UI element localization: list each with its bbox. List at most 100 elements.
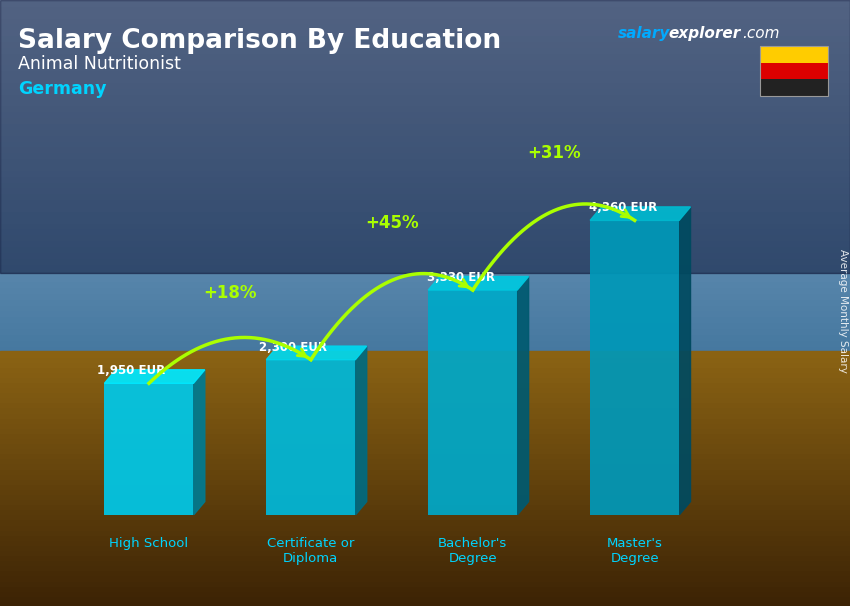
Bar — [0, 64, 850, 70]
Polygon shape — [518, 276, 529, 515]
Bar — [0, 182, 850, 187]
Bar — [0, 530, 850, 534]
Bar — [0, 205, 850, 211]
Bar — [0, 555, 850, 560]
Polygon shape — [355, 346, 366, 515]
Bar — [0, 228, 850, 235]
Text: 3,330 EUR: 3,330 EUR — [428, 271, 496, 284]
Text: 2,300 EUR: 2,300 EUR — [259, 341, 327, 353]
Bar — [0, 428, 850, 433]
Bar — [0, 6, 850, 12]
Bar — [0, 504, 850, 509]
Polygon shape — [590, 207, 690, 221]
Bar — [0, 596, 850, 601]
Bar — [0, 540, 850, 545]
Bar — [0, 264, 850, 270]
Bar — [0, 576, 850, 581]
Bar — [0, 193, 850, 199]
Bar — [0, 494, 850, 499]
Bar — [0, 24, 850, 29]
Bar — [0, 418, 850, 423]
Text: Bachelor's
Degree: Bachelor's Degree — [438, 537, 507, 565]
Bar — [0, 240, 850, 246]
Bar — [0, 310, 850, 316]
Bar — [0, 252, 850, 258]
Bar — [0, 328, 850, 334]
Bar — [0, 550, 850, 555]
Bar — [0, 47, 850, 53]
Bar — [0, 398, 850, 402]
Bar — [0, 392, 850, 398]
Bar — [0, 299, 850, 305]
Bar — [0, 287, 850, 293]
Bar — [0, 141, 850, 147]
Text: +45%: +45% — [365, 214, 418, 232]
Bar — [0, 112, 850, 117]
Bar — [0, 199, 850, 205]
Bar — [0, 246, 850, 252]
Bar — [0, 525, 850, 530]
Text: +31%: +31% — [527, 144, 581, 162]
Bar — [0, 448, 850, 453]
Text: salary: salary — [618, 26, 671, 41]
Bar — [0, 468, 850, 474]
Bar — [0, 29, 850, 35]
Bar — [428, 290, 518, 515]
Bar — [0, 147, 850, 152]
Text: +18%: +18% — [203, 284, 257, 302]
Bar — [0, 18, 850, 24]
Bar — [0, 484, 850, 489]
Bar — [0, 565, 850, 570]
Bar — [0, 387, 850, 392]
Bar — [0, 489, 850, 494]
Bar — [0, 322, 850, 328]
Polygon shape — [679, 207, 690, 515]
Bar — [0, 217, 850, 222]
Bar — [0, 211, 850, 217]
Bar — [0, 170, 850, 176]
Bar — [0, 105, 850, 112]
Bar — [760, 62, 828, 79]
Bar — [0, 275, 850, 281]
Bar — [0, 453, 850, 458]
Bar — [0, 164, 850, 170]
Bar — [0, 82, 850, 88]
Bar — [0, 158, 850, 164]
Bar — [0, 222, 850, 228]
Text: Master's
Degree: Master's Degree — [607, 537, 663, 565]
Bar — [0, 585, 850, 591]
Bar — [0, 479, 850, 484]
Bar — [0, 293, 850, 299]
Polygon shape — [105, 370, 205, 384]
Bar — [105, 384, 194, 515]
Bar — [0, 367, 850, 372]
Bar — [0, 377, 850, 382]
Bar — [0, 88, 850, 94]
Bar — [0, 423, 850, 428]
Bar — [0, 187, 850, 193]
Bar — [0, 123, 850, 129]
Bar — [0, 281, 850, 287]
Bar — [0, 0, 850, 6]
Text: 1,950 EUR: 1,950 EUR — [97, 364, 166, 377]
Bar — [0, 443, 850, 448]
Polygon shape — [428, 276, 529, 290]
Bar — [0, 402, 850, 407]
Polygon shape — [194, 370, 205, 515]
Bar — [0, 152, 850, 158]
Bar — [0, 117, 850, 123]
Bar — [0, 356, 850, 362]
Bar — [0, 407, 850, 413]
Polygon shape — [266, 346, 366, 359]
Bar — [266, 359, 355, 515]
Bar — [0, 340, 850, 345]
Bar — [0, 316, 850, 322]
Bar — [0, 305, 850, 310]
Bar — [760, 46, 828, 96]
Bar — [0, 0, 850, 273]
Bar — [0, 76, 850, 82]
Bar — [590, 221, 679, 515]
Bar — [0, 345, 850, 351]
Bar — [760, 46, 828, 62]
Bar — [0, 372, 850, 377]
